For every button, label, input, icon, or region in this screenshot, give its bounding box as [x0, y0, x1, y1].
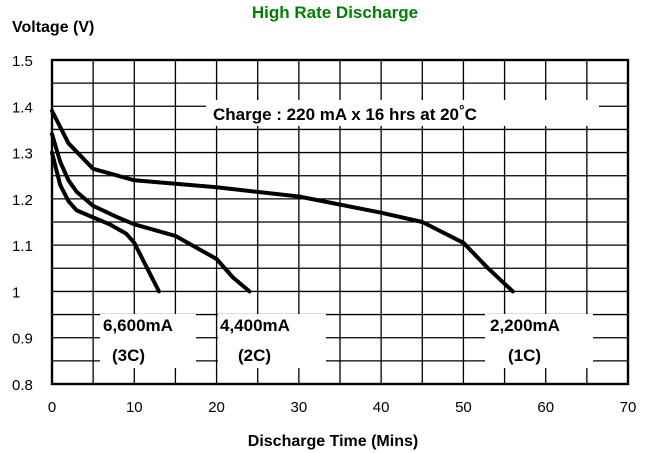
label-box-1c — [485, 314, 593, 368]
series-line-1c — [50, 108, 515, 294]
x-tick-label: 10 — [126, 399, 143, 416]
series-sub-1c: (1C) — [508, 346, 541, 365]
y-tick-label: 1.5 — [12, 53, 33, 70]
y-tick-label: 0.8 — [12, 377, 33, 394]
series-label-2c: 4,400mA — [220, 316, 290, 335]
series-sub-2c: (2C) — [238, 346, 271, 365]
tick-labels: 0 10 20 30 40 50 60 70 0.8 0.9 1 1.1 1.2 1.3 1.4 1.5 — [12, 53, 636, 416]
y-tick-label: 0.9 — [12, 331, 33, 348]
curves — [50, 108, 515, 294]
y-axis-label: Voltage (V) — [12, 19, 94, 36]
x-tick-label: 30 — [291, 399, 308, 416]
series-line-3c — [50, 150, 161, 294]
charge-annotation: Charge : 220 mA x 16 hrs at 20°C — [213, 102, 477, 124]
charge-annotation-text: Charge : 220 mA x 16 hrs at 20 — [213, 105, 459, 124]
degree-mark: ° — [459, 102, 465, 118]
x-axis-label: Discharge Time (Mins) — [248, 433, 418, 450]
y-tick-label: 1 — [12, 284, 20, 301]
x-tick-label: 50 — [455, 399, 472, 416]
charge-annotation-unit: C — [465, 105, 477, 124]
annotation-box — [206, 100, 599, 126]
y-tick-label: 1.2 — [12, 192, 33, 209]
x-tick-label: 60 — [537, 399, 554, 416]
series-label-3c: 6,600mA — [103, 316, 173, 335]
x-tick-label: 70 — [620, 399, 637, 416]
series-sub-3c: (3C) — [112, 346, 145, 365]
plot-frame — [50, 58, 630, 386]
series-line-2c — [50, 132, 252, 294]
y-tick-label: 1.3 — [12, 146, 33, 163]
chart-title: High Rate Discharge — [252, 3, 418, 22]
label-box-2c — [218, 314, 326, 368]
y-tick-label: 1.4 — [12, 99, 33, 116]
label-box-3c — [100, 314, 196, 368]
y-tick-label: 1.1 — [12, 238, 33, 255]
x-tick-label: 20 — [208, 399, 225, 416]
x-tick-label: 40 — [373, 399, 390, 416]
series-label-1c: 2,200mA — [490, 316, 560, 335]
x-tick-label: 0 — [48, 399, 56, 416]
